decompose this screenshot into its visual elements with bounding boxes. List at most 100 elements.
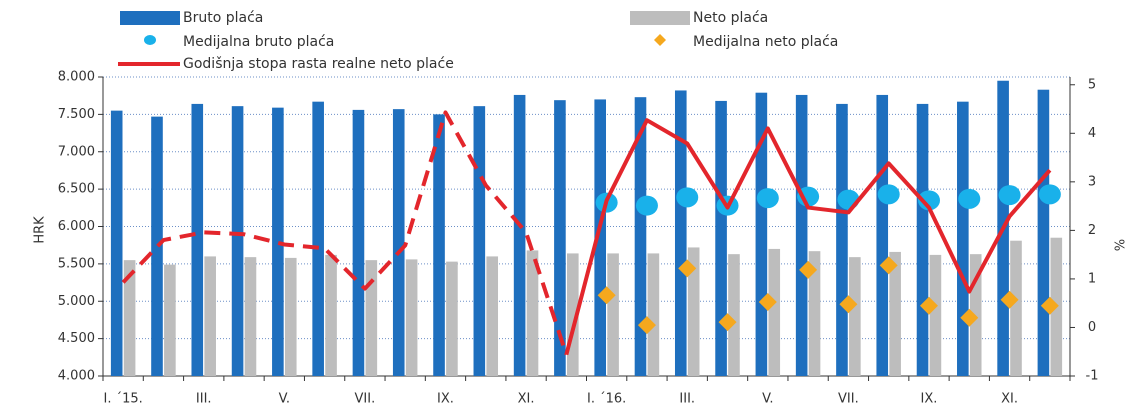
- diamond: [879, 256, 898, 275]
- bar: [808, 251, 821, 376]
- bar: [204, 256, 216, 376]
- y-tick-label: 6.500: [58, 182, 95, 197]
- x-tick-label: V.: [762, 392, 773, 407]
- bar: [446, 261, 458, 376]
- diamond: [597, 286, 616, 305]
- x-tick-label: VII.: [355, 392, 376, 407]
- bar: [889, 251, 901, 376]
- diamond: [678, 259, 697, 278]
- dot: [635, 195, 658, 216]
- legend-swatch: [144, 35, 156, 45]
- bar: [513, 94, 526, 376]
- dot: [676, 187, 699, 208]
- bar: [755, 92, 768, 376]
- x-tick-label: XI.: [1001, 392, 1018, 407]
- bar: [526, 250, 539, 376]
- y-tick-label: 7.000: [58, 144, 95, 159]
- legend-swatch: [120, 11, 180, 25]
- bar: [365, 260, 378, 376]
- legend-label: Medijalna neto plaća: [693, 34, 838, 50]
- x-tick-label: V.: [279, 392, 290, 407]
- x-tick-label: I. ´16.: [587, 392, 626, 407]
- bar: [110, 110, 123, 376]
- bar: [715, 100, 727, 377]
- x-tick-label: VII.: [838, 392, 859, 407]
- bar: [916, 103, 929, 376]
- bar: [312, 101, 324, 376]
- bar: [244, 257, 257, 376]
- diamond: [758, 292, 777, 311]
- bar: [123, 260, 136, 376]
- diamond: [1040, 296, 1059, 315]
- y2-axis-label: %: [1111, 239, 1126, 251]
- bar: [768, 248, 781, 376]
- dot: [797, 186, 820, 207]
- bar: [849, 257, 861, 376]
- x-tick-label: IX.: [437, 392, 454, 407]
- y-axis-label: HRK: [33, 216, 48, 244]
- legend-swatch: [654, 34, 666, 46]
- bar: [957, 101, 969, 376]
- bar: [554, 100, 566, 377]
- legend-label: Bruto plaća: [183, 10, 263, 26]
- x-tick-label: I. ´15.: [104, 392, 143, 407]
- y2-tick-label: 1: [1088, 271, 1096, 286]
- bar: [473, 106, 486, 376]
- diamond: [637, 316, 656, 335]
- bar: [352, 109, 365, 376]
- line: [564, 118, 1052, 356]
- bar: [929, 254, 942, 376]
- legend-label: Godišnja stopa rasta realne neto plaće: [183, 56, 454, 72]
- dot: [837, 189, 860, 210]
- bar: [325, 254, 337, 376]
- bar: [433, 114, 445, 376]
- y2-tick-label: 5: [1088, 77, 1096, 92]
- y2-tick-label: 4: [1088, 126, 1096, 141]
- bar: [607, 253, 619, 376]
- bar: [164, 264, 176, 376]
- bar: [836, 103, 848, 376]
- y-tick-label: 4.000: [58, 369, 95, 384]
- bar: [566, 253, 579, 376]
- dot: [958, 188, 981, 209]
- bar: [876, 94, 889, 376]
- y-tick-label: 5.000: [58, 294, 95, 309]
- bar: [795, 94, 808, 376]
- bar: [647, 253, 660, 376]
- bar: [231, 106, 244, 376]
- y-tick-label: 5.500: [58, 256, 95, 271]
- x-tick-label: III.: [679, 392, 695, 407]
- legend-label: Medijalna bruto plaća: [183, 34, 334, 50]
- x-tick-label: III.: [196, 392, 212, 407]
- bar: [687, 247, 700, 376]
- bar: [1010, 240, 1022, 376]
- legend-swatch: [630, 11, 690, 25]
- diamond: [718, 313, 737, 332]
- bar: [728, 254, 740, 376]
- line: [121, 110, 569, 356]
- y2-tick-label: 2: [1088, 223, 1096, 238]
- bar: [969, 254, 982, 376]
- y-tick-label: 8.000: [58, 70, 95, 85]
- y2-tick-label: -1: [1086, 369, 1099, 384]
- y-tick-label: 7.500: [58, 107, 95, 122]
- dot: [998, 185, 1021, 206]
- bar: [405, 259, 418, 376]
- x-tick-label: XI.: [518, 392, 535, 407]
- bar: [392, 109, 405, 376]
- diamond: [919, 296, 938, 315]
- dot: [917, 190, 940, 211]
- bar: [151, 116, 163, 377]
- y2-tick-label: 3: [1088, 174, 1096, 189]
- bar: [1037, 89, 1050, 377]
- bar: [284, 257, 297, 376]
- diamond: [839, 295, 858, 314]
- dot: [1038, 184, 1061, 205]
- y-tick-label: 4.500: [58, 331, 95, 346]
- diamond: [1000, 290, 1019, 309]
- bar: [191, 103, 204, 376]
- bar: [594, 99, 607, 377]
- y-tick-label: 6.000: [58, 219, 95, 234]
- x-tick-label: IX.: [921, 392, 938, 407]
